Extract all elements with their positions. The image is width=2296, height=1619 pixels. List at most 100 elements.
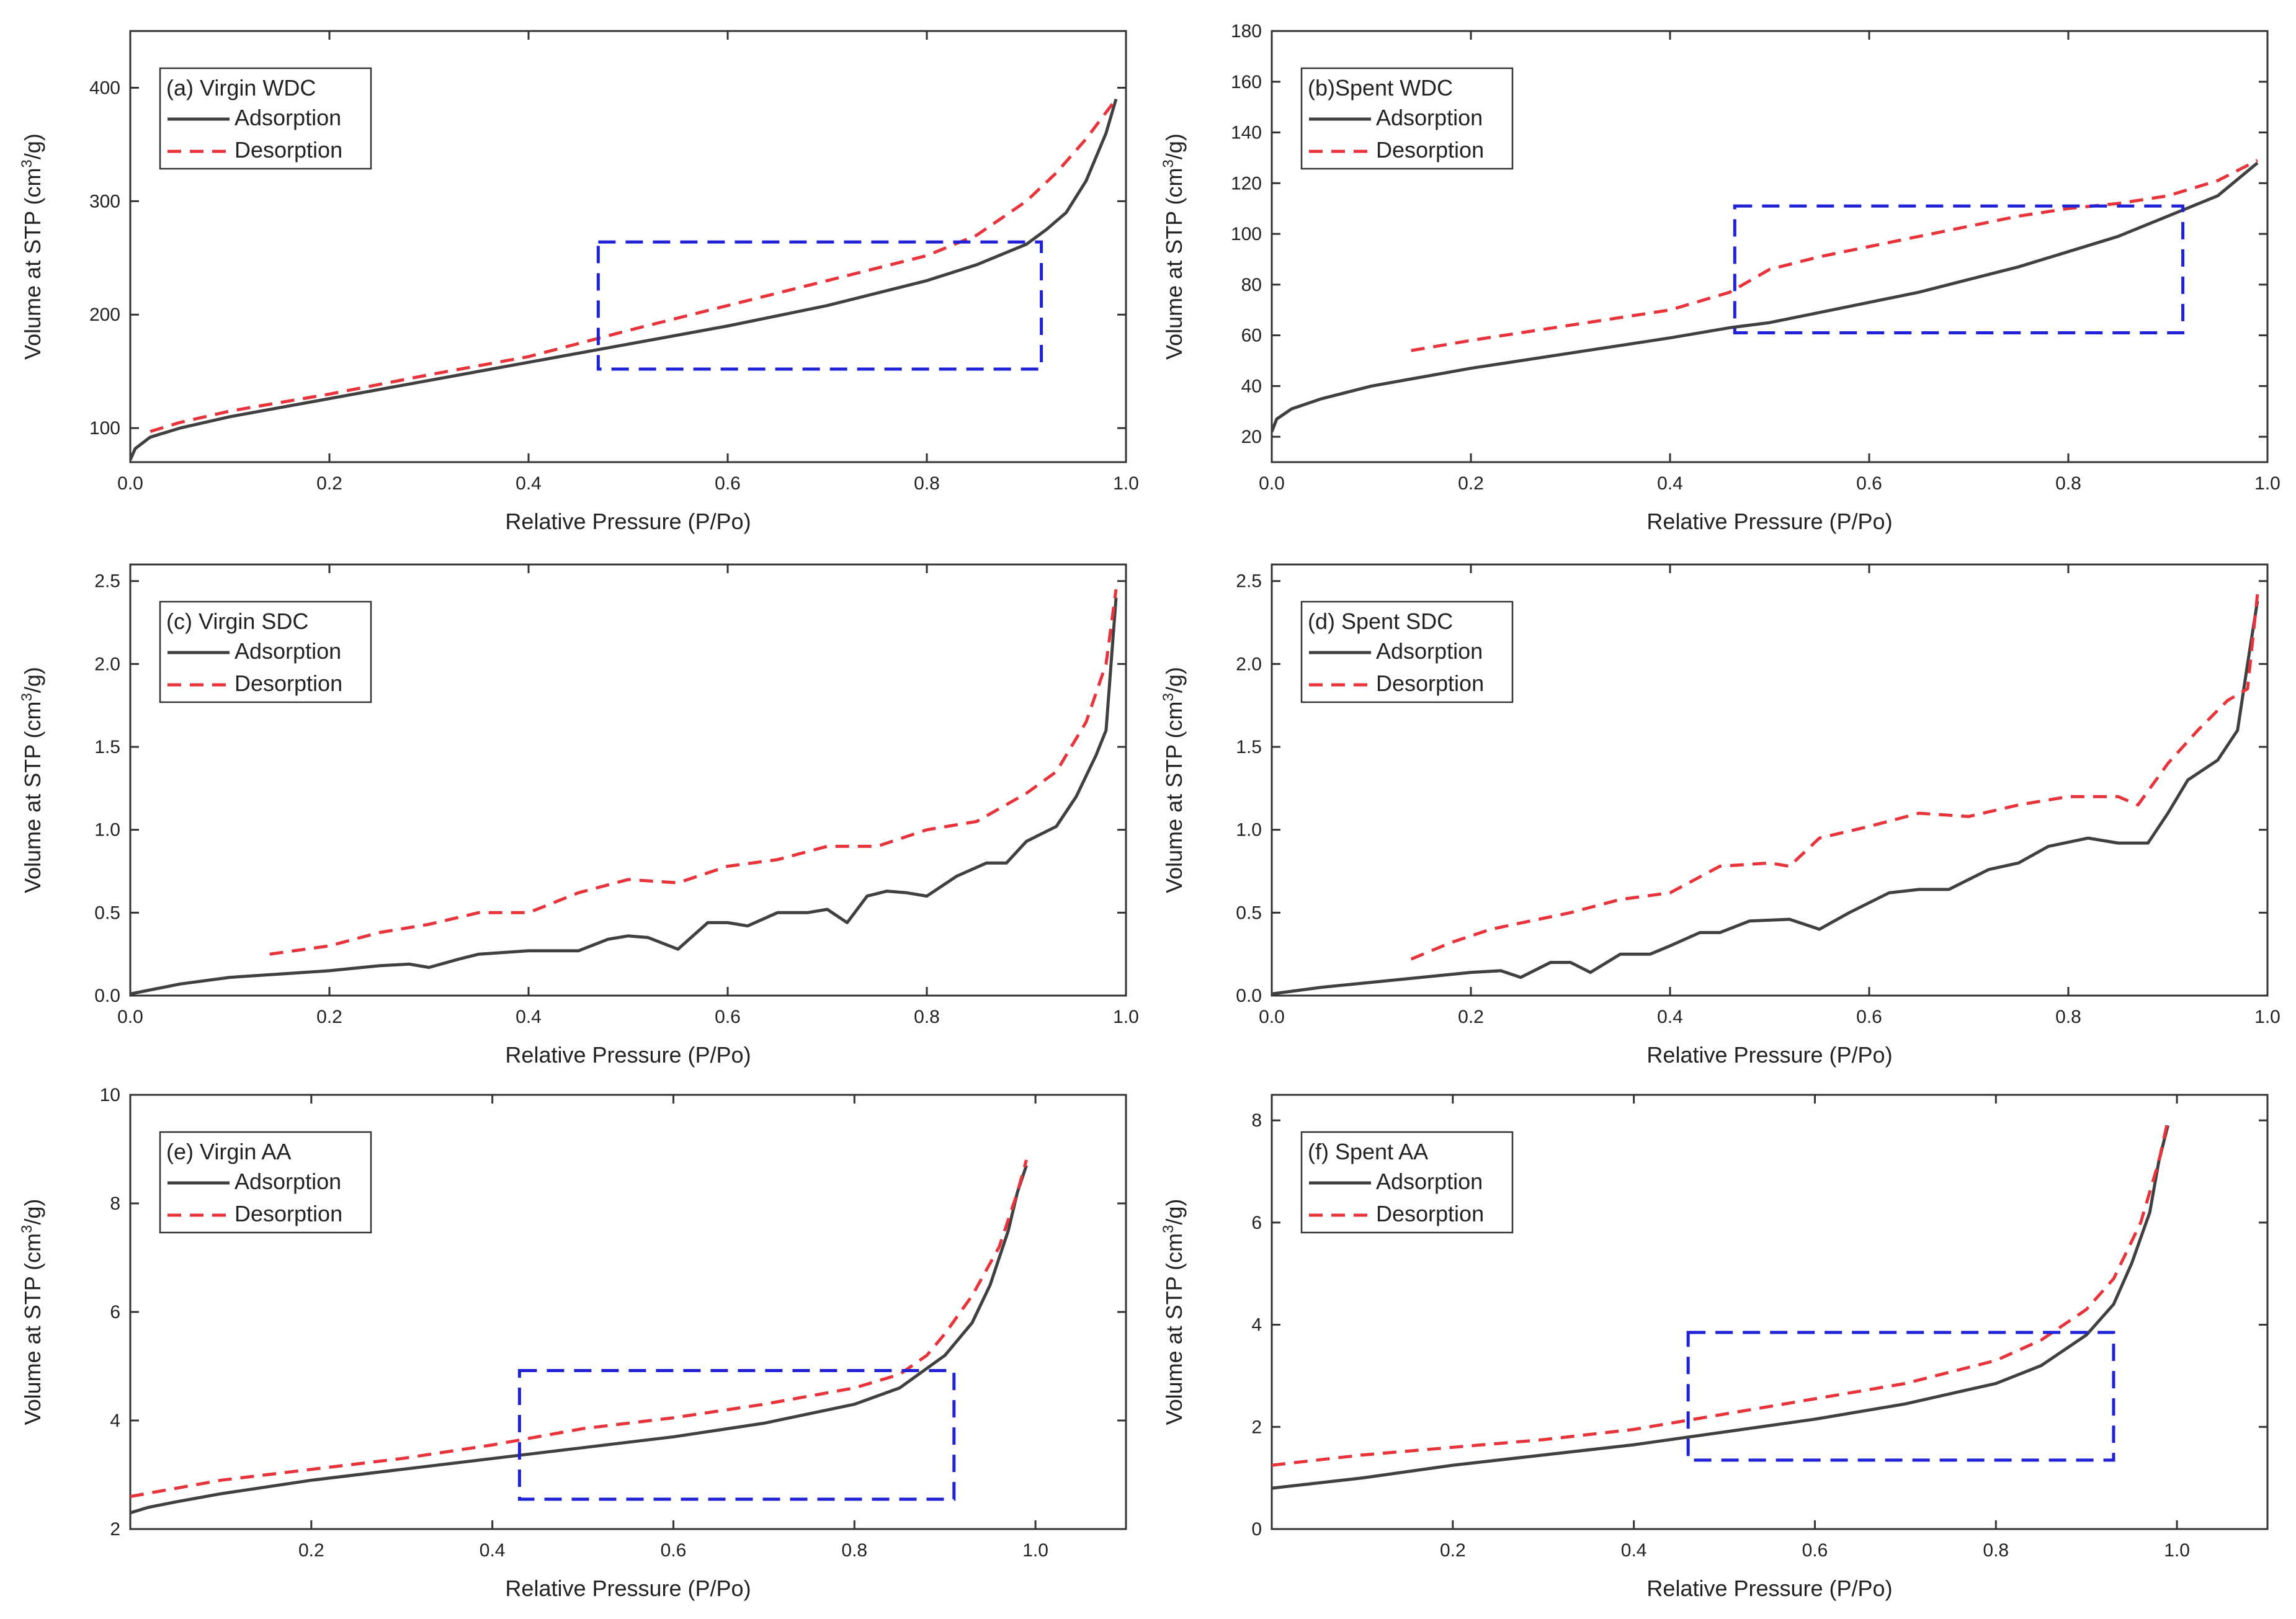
x-tick-label: 0.4 xyxy=(480,1540,506,1561)
desorption-line xyxy=(1272,1120,2169,1467)
y-axis-title-tail: /g) xyxy=(20,1199,45,1225)
plot-frame xyxy=(129,30,1127,463)
legend-label: Desorption xyxy=(1376,671,1484,696)
legend-title: (f) Spent AA xyxy=(1308,1139,1428,1164)
adsorption-line xyxy=(1272,1125,2169,1490)
legend-title: (d) Spent SDC xyxy=(1308,609,1453,634)
y-tick-label: 80 xyxy=(1241,275,1262,295)
panel-f: 0.2 0.4 0.6 0.8 1.0 0 2 4 6 8 Relative Pressure (P… xyxy=(1160,1094,2269,1601)
x-tick-label: 0.4 xyxy=(516,1007,542,1027)
y-tick-label: 2.0 xyxy=(94,654,120,674)
panel-c: 0.0 0.2 0.4 0.6 0.8 1.0 0.0 0.5 1.0 1.5 2.0 2.5 Rela… xyxy=(19,563,1139,1068)
adsorption-line xyxy=(130,597,1118,996)
legend-label: Desorption xyxy=(235,137,342,163)
y-tick-label: 8 xyxy=(110,1193,120,1214)
y-tick-label: 400 xyxy=(89,78,120,98)
y-axis-title-sup: 3 xyxy=(19,1225,35,1233)
x-tick-label: 0.4 xyxy=(516,473,542,494)
highlight-box xyxy=(1686,1331,2115,1462)
desorption-line xyxy=(1411,159,2259,352)
legend: (b)Spent WDC Adsorption Desorption xyxy=(1300,67,1514,170)
plot-frame xyxy=(129,563,1127,997)
y-tick-label: 2.5 xyxy=(94,571,120,592)
x-tick-label: 1.0 xyxy=(1113,1007,1139,1027)
y-tick-label: 100 xyxy=(89,418,120,439)
legend-label: Desorption xyxy=(1376,1201,1484,1226)
x-tick-label: 0.2 xyxy=(316,473,342,494)
highlight-box xyxy=(1733,204,2185,334)
highlight-box xyxy=(596,240,1043,371)
y-tick-label: 0 xyxy=(1251,1519,1262,1540)
y-axis-title-sup: 3 xyxy=(19,159,35,167)
desorption-line xyxy=(1410,594,2259,961)
y-tick-label: 140 xyxy=(1231,123,1262,143)
x-tick-label: 0.6 xyxy=(715,473,741,494)
x-tick-label: 0.0 xyxy=(1259,1007,1285,1027)
panel-b: 0.0 0.2 0.4 0.6 0.8 1.0 20 40 60 80 100 120 140 160 18… xyxy=(1160,21,2280,534)
legend-label: Adsorption xyxy=(235,1169,341,1194)
x-axis-title: Relative Pressure (P/Po) xyxy=(505,509,751,534)
y-axis-title-main: Volume at STP (cm xyxy=(1161,1233,1187,1425)
y-tick-label: 300 xyxy=(89,191,120,212)
y-tick-label: 10 xyxy=(100,1085,120,1105)
plot-frame xyxy=(1271,563,2269,997)
x-tick-label: 1.0 xyxy=(1113,473,1139,494)
y-tick-label: 0.5 xyxy=(1236,903,1262,923)
y-axis-title: Volume at STP (cm3/g) xyxy=(1160,133,1187,360)
y-axis-title-tail: /g) xyxy=(20,667,45,693)
x-tick-label: 0.6 xyxy=(1856,1007,1882,1027)
x-axis-title: Relative Pressure (P/Po) xyxy=(505,1576,751,1601)
legend-label: Adsorption xyxy=(235,105,341,130)
x-axis-title: Relative Pressure (P/Po) xyxy=(1646,1576,1892,1601)
x-axis-title: Relative Pressure (P/Po) xyxy=(505,1042,751,1068)
y-tick-label: 8 xyxy=(1251,1110,1262,1131)
y-tick-label: 1.0 xyxy=(94,820,120,841)
x-tick-label: 1.0 xyxy=(2254,473,2280,494)
adsorption-line xyxy=(1272,600,2259,996)
legend-title: (a) Virgin WDC xyxy=(166,75,316,100)
x-tick-label: 0.6 xyxy=(1856,473,1882,494)
y-tick-label: 200 xyxy=(89,305,120,325)
y-axis-title-sup: 3 xyxy=(1160,693,1177,701)
y-tick-label: 4 xyxy=(110,1411,120,1431)
legend-title: (c) Virgin SDC xyxy=(166,609,308,634)
x-tick-label: 0.2 xyxy=(1458,1007,1484,1027)
legend: (d) Spent SDC Adsorption Desorption xyxy=(1300,600,1514,703)
panel-e: 0.2 0.4 0.6 0.8 1.0 2 4 6 8 10 Relative Pressure (… xyxy=(19,1085,1127,1601)
y-axis-title-tail: /g) xyxy=(1161,133,1187,159)
legend: (e) Virgin AA Adsorption Desorption xyxy=(159,1131,372,1234)
y-tick-label: 20 xyxy=(1241,427,1262,447)
y-axis-title: Volume at STP (cm3/g) xyxy=(1160,1199,1187,1425)
y-tick-label: 160 xyxy=(1231,72,1262,92)
y-axis-title-sup: 3 xyxy=(1160,1225,1177,1233)
y-axis-title-sup: 3 xyxy=(1160,159,1177,167)
x-tick-label: 1.0 xyxy=(2254,1007,2280,1027)
x-tick-label: 0.2 xyxy=(298,1540,324,1561)
y-tick-label: 2 xyxy=(110,1519,120,1540)
x-tick-label: 0.6 xyxy=(1802,1540,1828,1561)
y-axis-title-main: Volume at STP (cm xyxy=(20,701,45,893)
y-tick-label: 2 xyxy=(1251,1417,1262,1437)
legend: (f) Spent AA Adsorption Desorption xyxy=(1300,1131,1514,1234)
legend-label: Desorption xyxy=(1376,137,1484,163)
y-axis-title-main: Volume at STP (cm xyxy=(1161,167,1187,359)
x-axis-title: Relative Pressure (P/Po) xyxy=(1646,509,1892,534)
x-tick-label: 1.0 xyxy=(2164,1540,2190,1561)
x-tick-label: 0.0 xyxy=(117,473,143,494)
adsorption-line xyxy=(130,98,1118,461)
legend-label: Desorption xyxy=(235,671,342,696)
y-axis-title: Volume at STP (cm3/g) xyxy=(19,133,45,360)
y-axis-title: Volume at STP (cm3/g) xyxy=(19,667,45,893)
legend: (c) Virgin SDC Adsorption Desorption xyxy=(159,600,372,703)
x-tick-label: 1.0 xyxy=(1022,1540,1048,1561)
legend-label: Adsorption xyxy=(1376,1169,1483,1194)
y-axis-title-sup: 3 xyxy=(19,693,35,701)
legend-title: (b)Spent WDC xyxy=(1308,75,1453,100)
highlight-box xyxy=(517,1369,956,1501)
x-tick-label: 0.6 xyxy=(661,1540,687,1561)
x-tick-label: 0.0 xyxy=(1259,473,1285,494)
y-tick-label: 4 xyxy=(1251,1315,1262,1336)
adsorption-line xyxy=(1272,161,2259,432)
legend: (a) Virgin WDC Adsorption Desorption xyxy=(159,67,372,170)
